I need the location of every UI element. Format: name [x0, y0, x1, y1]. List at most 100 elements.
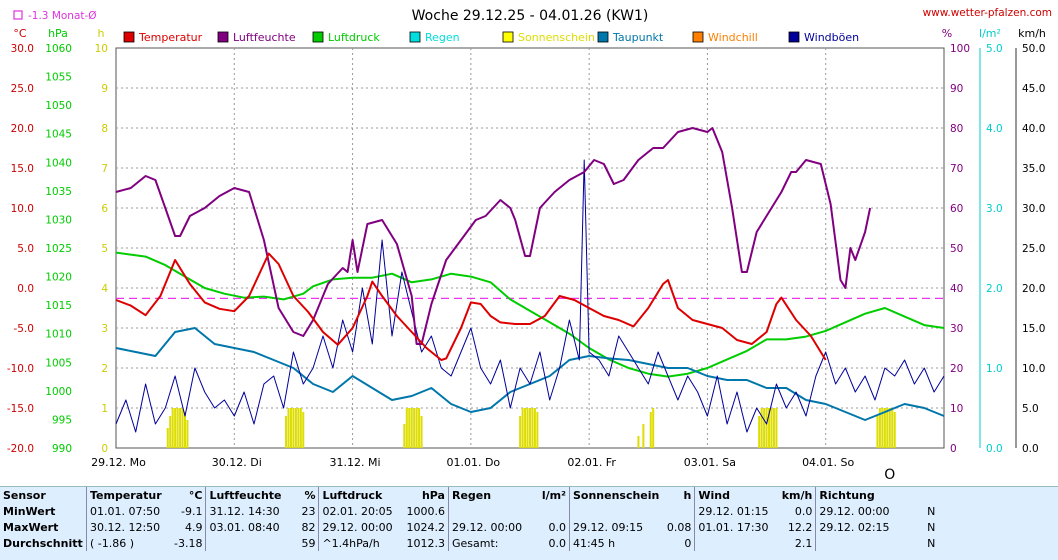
stats-header-humidity-unit: %: [304, 488, 316, 502]
axis-tick-rain: 2.0: [986, 283, 1003, 295]
stats-cell: -9.1: [181, 504, 203, 518]
legend-swatch: [788, 31, 800, 43]
axis-tick-pressure: 1005: [45, 357, 72, 369]
stats-header-rain-unit: l/m²: [541, 488, 566, 502]
stats-cell: 23: [301, 504, 316, 518]
axis-tick-sun: 7: [101, 163, 108, 175]
stats-cell: [447, 503, 527, 519]
axis-tick-humidity: 30: [950, 323, 963, 335]
stats-header-sunshine: Sonnenschein: [568, 487, 663, 503]
axis-tick-temp: -5.0: [14, 323, 35, 335]
stats-cell: [527, 503, 570, 519]
stats-cell: [568, 503, 663, 519]
legend-swatch: [217, 31, 229, 43]
moon-phase-icon: O: [884, 467, 895, 483]
axis-tick-wind: 50.0: [1022, 43, 1045, 55]
stats-header-pressure-unit: hPa: [421, 488, 445, 502]
series-line-luftdruck: [115, 251, 945, 378]
axis-tick-rain: 4.0: [986, 123, 1003, 135]
stats-cell: [662, 503, 695, 519]
legend-label: Windböen: [804, 31, 859, 44]
stats-cell: Gesamt:: [447, 535, 527, 551]
axis-tick-sun: 2: [101, 363, 108, 375]
axis-tick-pressure: 995: [52, 414, 72, 426]
stats-header-humidity: Luftfeuchte: [205, 487, 291, 503]
stats-cell: 29.12. 00:00: [318, 519, 404, 535]
stats-cell: 2.1: [794, 536, 813, 550]
axis-tick-rain: 3.0: [986, 203, 1003, 215]
stats-cell: N: [927, 536, 936, 550]
axis-tick-wind: 35.0: [1022, 163, 1045, 175]
stats-cell: 4.9: [184, 520, 203, 534]
stats-cell: -3.18: [174, 536, 203, 550]
stats-cell: 29.12. 09:15: [568, 519, 663, 535]
axis-tick-humidity: 10: [950, 403, 963, 415]
day-label: 01.01. Do: [446, 456, 500, 469]
axis-tick-humidity: 0: [950, 443, 957, 455]
stats-cell: 59: [301, 536, 316, 550]
axis-tick-humidity: 100: [950, 43, 970, 55]
stats-cell: 29.12. 00:00: [447, 519, 527, 535]
monthly-average-icon: [13, 10, 23, 20]
axis-tick-wind: 0.0: [1022, 443, 1039, 455]
axis-tick-pressure: 1050: [45, 100, 72, 112]
axis-tick-pressure: 1010: [45, 329, 72, 341]
axis-tick-wind: 15.0: [1022, 323, 1045, 335]
axis-tick-pressure: 1030: [45, 214, 72, 226]
stats-header-temperature: Temperatur: [86, 487, 171, 503]
legend-label: Regen: [425, 31, 460, 44]
axis-tick-wind: 5.0: [1022, 403, 1039, 415]
stats-cell: 01.01. 07:50: [86, 503, 171, 519]
stats-header-wind: Wind: [694, 487, 774, 503]
stats-cell: ( -1.86 ): [86, 535, 171, 551]
axis-tick-temp: 0.0: [17, 283, 34, 295]
series-line-luftfeuchte: [115, 127, 872, 345]
axis-tick-wind: 20.0: [1022, 283, 1045, 295]
axis-tick-pressure: 990: [52, 443, 72, 455]
axis-tick-sun: 3: [101, 323, 108, 335]
axis-tick-sun: 9: [101, 83, 108, 95]
axis-tick-wind: 30.0: [1022, 203, 1045, 215]
statistics-table: Sensor Temperatur °C Luftfeuchte % Luftd…: [0, 486, 1058, 560]
axis-tick-sun: 8: [101, 123, 108, 135]
stats-header-temperature-unit: °C: [188, 488, 203, 502]
humidity-unit-label: %: [942, 27, 952, 40]
legend-swatch: [692, 31, 704, 43]
axis-tick-rain: 1.0: [986, 363, 1003, 375]
axis-tick-pressure: 1025: [45, 243, 72, 255]
axis-tick-wind: 25.0: [1022, 243, 1045, 255]
stats-cell: 1000.6: [406, 504, 445, 518]
stats-cell: 29.12. 00:00: [815, 503, 903, 519]
axis-tick-sun: 1: [101, 403, 108, 415]
legend-swatch: [597, 31, 609, 43]
axis-tick-wind: 10.0: [1022, 363, 1045, 375]
axis-tick-humidity: 70: [950, 163, 963, 175]
stats-cell: 0.0: [548, 520, 566, 534]
axis-tick-sun: 6: [101, 203, 108, 215]
stats-header-sunshine-unit: h: [683, 488, 692, 502]
rain-unit-label: l/m²: [979, 27, 1001, 40]
stats-header-wind-unit: km/h: [781, 488, 813, 502]
axis-tick-temp: -10.0: [7, 363, 34, 375]
stats-row: MaxWert 30.12. 12:50 4.9 03.01. 08:40 82 29.1…: [0, 519, 938, 535]
axis-tick-temp: 20.0: [11, 123, 34, 135]
axis-tick-pressure: 1060: [45, 43, 72, 55]
stats-cell: 02.01. 20:05: [318, 503, 404, 519]
stats-cell: 12.2: [787, 520, 813, 534]
stats-cell: 82: [301, 520, 316, 534]
axis-tick-humidity: 40: [950, 283, 963, 295]
stats-row: Durchschnitt( -1.86 ) -3.18 59 ^1.4hPa/h 101…: [0, 535, 938, 551]
day-label: 02.01. Fr: [567, 456, 616, 469]
stats-header-row: Sensor Temperatur °C Luftfeuchte % Luftd…: [0, 487, 938, 503]
stats-cell: 0.0: [548, 536, 566, 550]
axis-tick-sun: 5: [101, 243, 108, 255]
legend-label: Temperatur: [138, 31, 203, 44]
plot-area: [115, 47, 945, 449]
legend-label: Luftdruck: [328, 31, 380, 44]
axis-tick-temp: -15.0: [7, 403, 34, 415]
weather-chart: 30.025.020.015.010.05.00.0-5.0-10.0-15.0…: [7, 7, 1052, 483]
axis-tick-sun: 10: [95, 43, 108, 55]
axis-tick-pressure: 1045: [45, 129, 72, 141]
legend-swatch: [312, 31, 324, 43]
stats-row-label: MinWert: [3, 504, 56, 518]
